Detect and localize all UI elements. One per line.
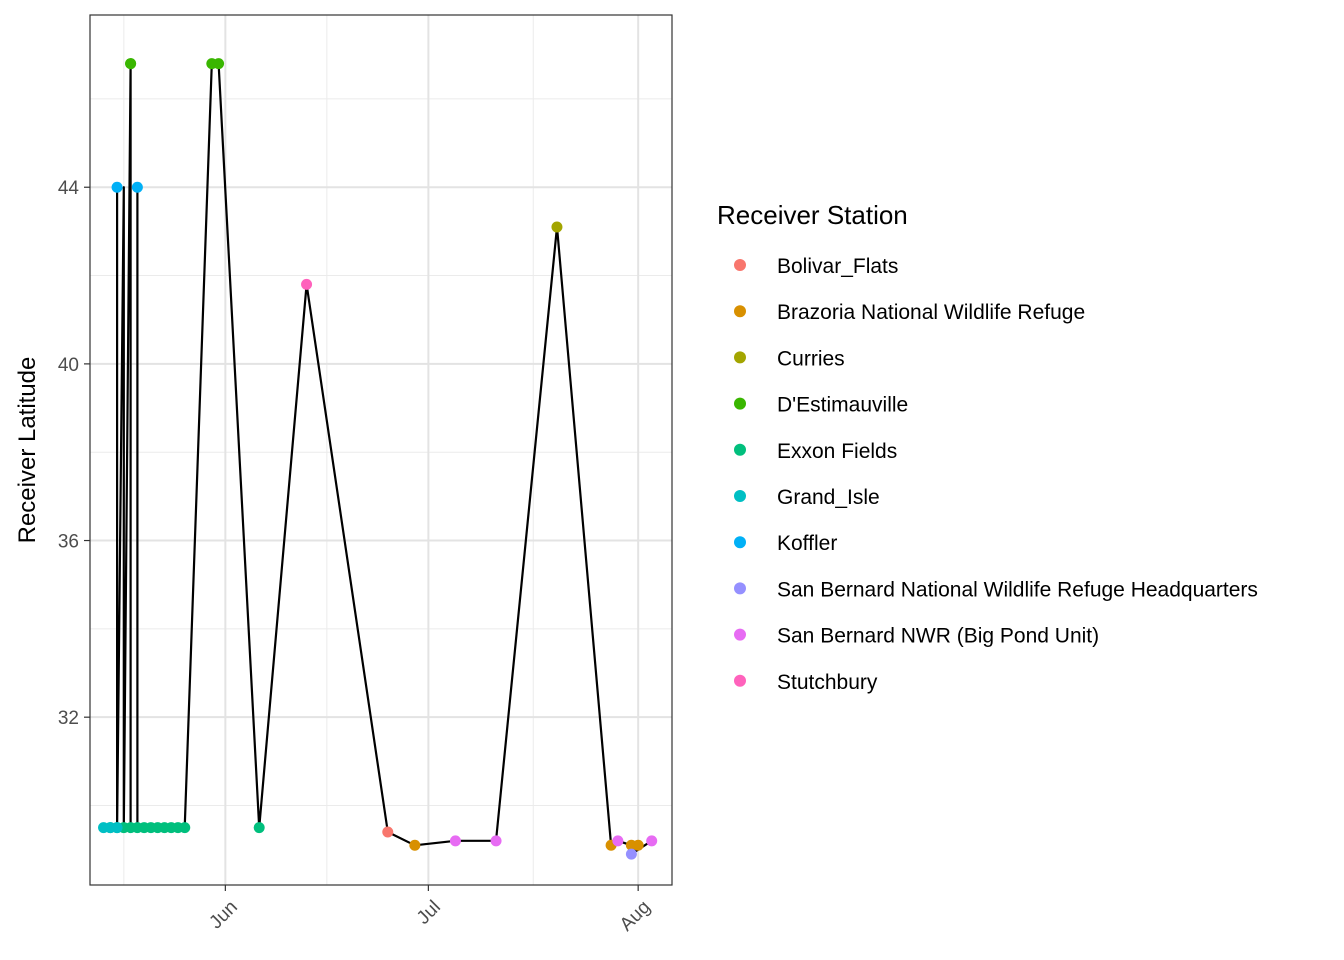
legend-label: Stutchbury [777, 671, 878, 694]
legend-key [734, 259, 746, 271]
legend-key [734, 305, 746, 318]
legend-label: San Bernard NWR (Big Pond Unit) [777, 625, 1099, 648]
data-point [409, 839, 421, 851]
x-tick-label: Jul [413, 897, 445, 929]
legend-key [734, 443, 746, 456]
y-axis-title: Receiver Latitude [14, 357, 41, 544]
data-point [253, 822, 265, 834]
data-point [125, 58, 137, 70]
data-point [646, 835, 658, 847]
grid-minor [90, 15, 672, 885]
data-point [382, 826, 394, 838]
data-point [213, 58, 225, 70]
grid-major [90, 15, 672, 885]
data-point [131, 181, 143, 193]
y-axis: 32 36 40 44 [58, 178, 90, 729]
legend-title: Receiver Station [717, 200, 908, 230]
data-point [111, 822, 123, 834]
data-point [111, 181, 123, 193]
legend-key [734, 490, 746, 502]
y-tick-label: 36 [58, 532, 79, 553]
legend-label: Brazoria National Wildlife Refuge [777, 301, 1085, 324]
y-tick-label: 32 [58, 708, 79, 729]
legend-key [734, 628, 746, 641]
data-point [179, 822, 191, 834]
legend-label: Koffler [777, 532, 837, 555]
data-point [612, 835, 624, 847]
data-point [449, 835, 461, 847]
legend-key [734, 582, 746, 595]
data-point [301, 278, 313, 290]
legend: Receiver Station Bolivar_Flats Brazoria N… [717, 200, 1258, 694]
y-tick-label: 44 [58, 178, 80, 199]
legend-items: Bolivar_Flats Brazoria National Wildlife … [734, 255, 1258, 694]
data-point [490, 835, 502, 847]
legend-label: Exxon Fields [777, 440, 897, 463]
panel-border [89, 14, 673, 886]
legend-key [734, 674, 746, 687]
legend-key [734, 536, 746, 549]
panel-background [90, 15, 672, 885]
points-layer [98, 58, 658, 860]
legend-key [734, 351, 746, 364]
legend-label: Bolivar_Flats [777, 255, 898, 278]
x-tick-label: Jun [205, 897, 242, 934]
legend-label: Curries [777, 347, 845, 370]
legend-label: Grand_Isle [777, 486, 880, 509]
data-point [632, 839, 644, 851]
legend-key [734, 397, 746, 410]
legend-label: San Bernard National Wildlife Refuge Hea… [777, 578, 1258, 601]
data-point [551, 221, 563, 233]
y-tick-label: 40 [58, 355, 79, 376]
legend-label: D'Estimauville [777, 394, 908, 417]
x-axis: Jun Jul Aug [205, 885, 655, 936]
data-point [625, 848, 637, 860]
x-tick-label: Aug [616, 897, 655, 936]
